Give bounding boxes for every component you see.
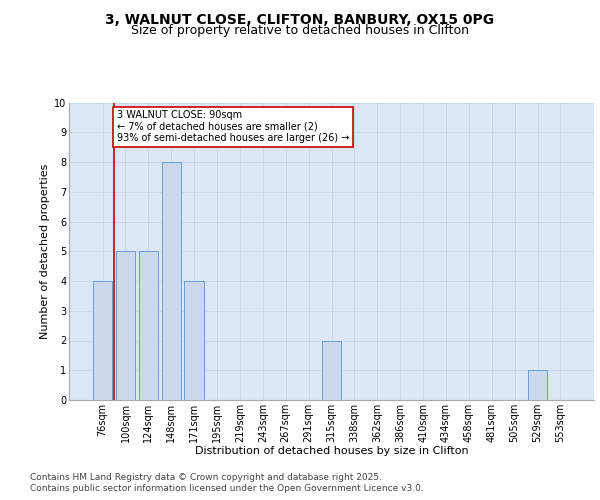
Text: 3, WALNUT CLOSE, CLIFTON, BANBURY, OX15 0PG: 3, WALNUT CLOSE, CLIFTON, BANBURY, OX15 … bbox=[106, 12, 494, 26]
Bar bbox=[184, 281, 204, 400]
Bar bbox=[322, 340, 341, 400]
Bar bbox=[139, 252, 158, 400]
Bar bbox=[161, 162, 181, 400]
Text: Size of property relative to detached houses in Clifton: Size of property relative to detached ho… bbox=[131, 24, 469, 37]
Text: 3 WALNUT CLOSE: 90sqm
← 7% of detached houses are smaller (2)
93% of semi-detach: 3 WALNUT CLOSE: 90sqm ← 7% of detached h… bbox=[117, 110, 349, 143]
Bar bbox=[93, 281, 112, 400]
Y-axis label: Number of detached properties: Number of detached properties bbox=[40, 164, 50, 339]
Bar bbox=[528, 370, 547, 400]
Text: Contains HM Land Registry data © Crown copyright and database right 2025.: Contains HM Land Registry data © Crown c… bbox=[30, 472, 382, 482]
Bar bbox=[116, 252, 135, 400]
Text: Contains public sector information licensed under the Open Government Licence v3: Contains public sector information licen… bbox=[30, 484, 424, 493]
X-axis label: Distribution of detached houses by size in Clifton: Distribution of detached houses by size … bbox=[194, 446, 469, 456]
